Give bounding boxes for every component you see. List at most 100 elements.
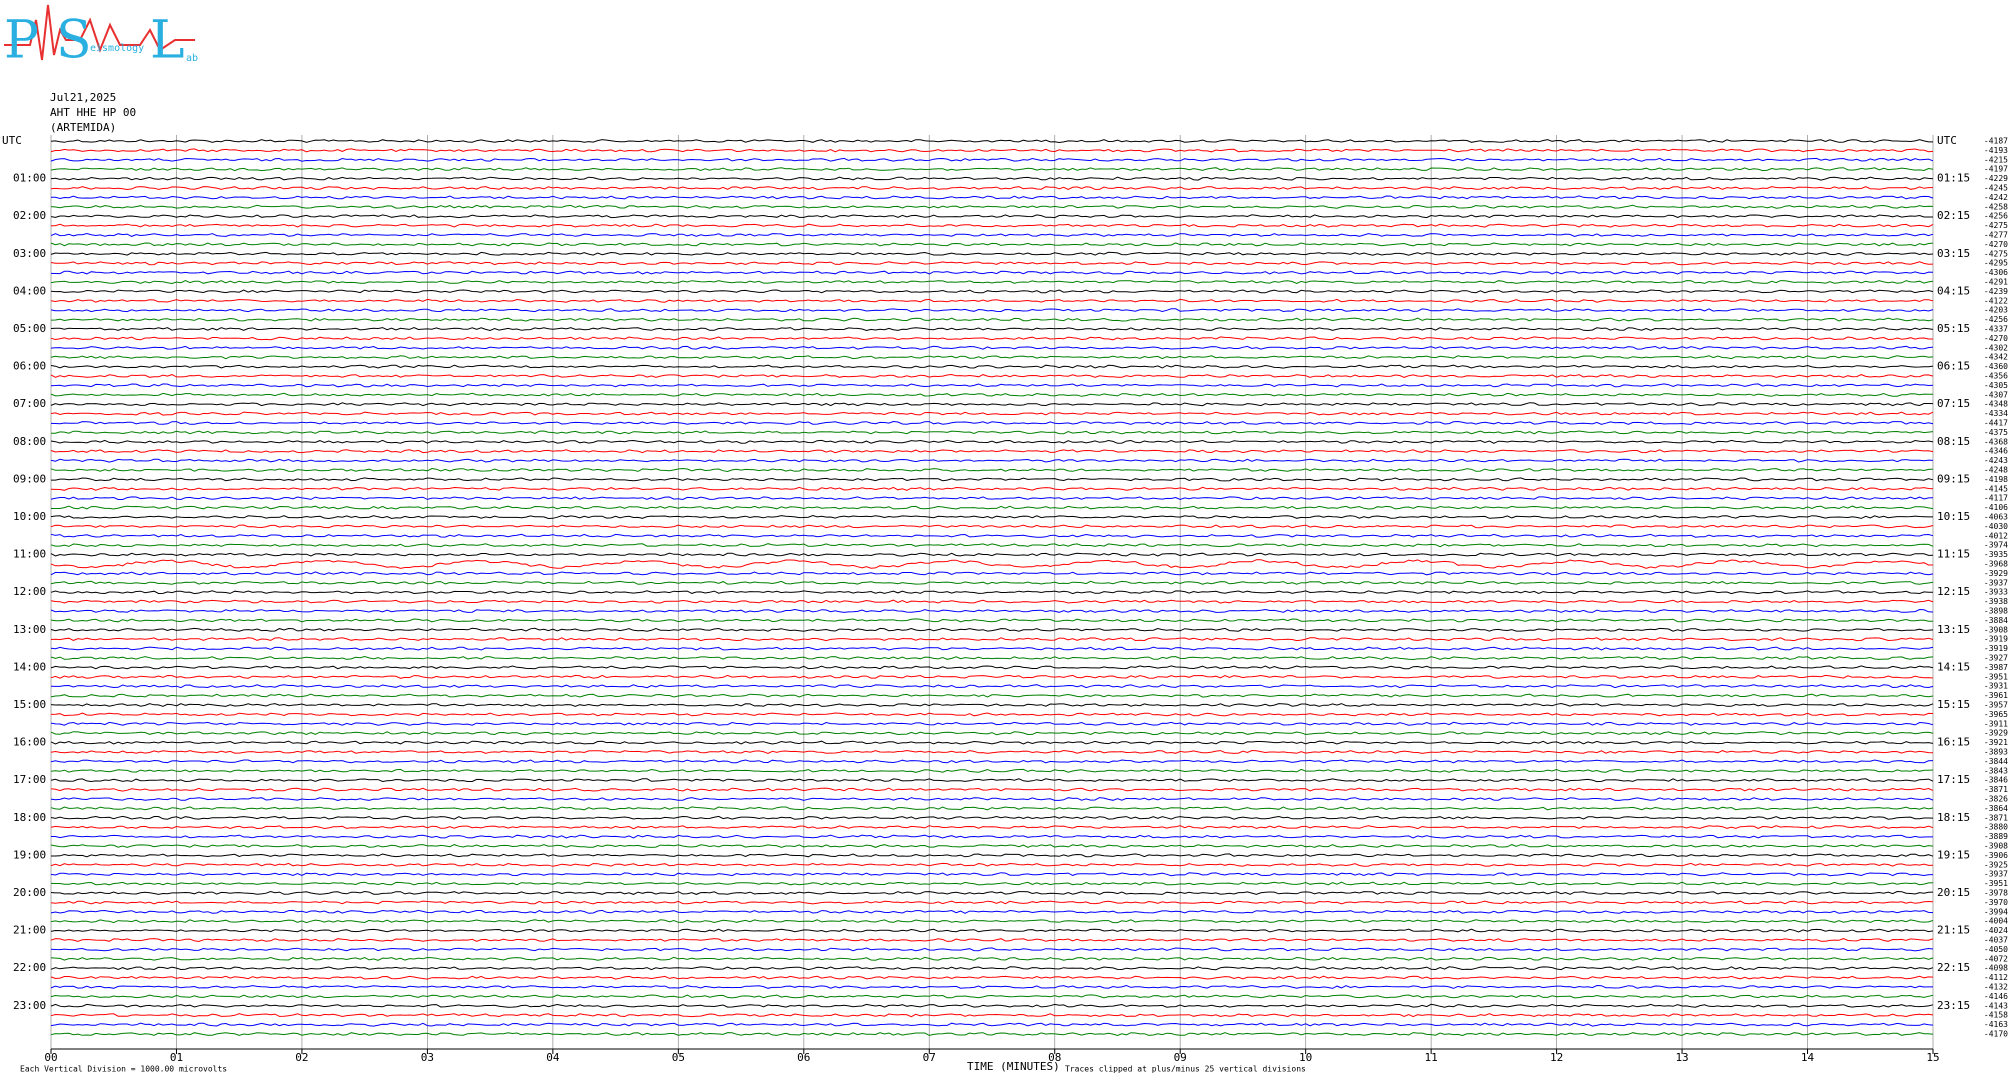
trace-offset: -4050: [1984, 945, 2008, 954]
trace-offset: -3927: [1984, 654, 2008, 663]
trace-offset: -4243: [1984, 456, 2008, 465]
right-time-label: 10:15: [1937, 510, 1970, 523]
trace: [50, 355, 1934, 360]
trace-offset: -3919: [1984, 635, 2008, 644]
x-tick-label: 02: [295, 1051, 308, 1064]
trace-offset: -3951: [1984, 879, 2008, 888]
trace-offset: -4117: [1984, 494, 2008, 503]
trace-offset: -4198: [1984, 475, 2008, 484]
trace-offset: -3970: [1984, 898, 2008, 907]
trace: [50, 1022, 1934, 1027]
trace: [50, 890, 1934, 895]
trace: [50, 223, 1934, 228]
trace: [51, 430, 1934, 435]
trace-offset: -3929: [1984, 729, 2008, 738]
trace: [50, 467, 1934, 473]
left-time-label: 11:00: [13, 548, 46, 561]
trace: [50, 326, 1934, 332]
trace: [50, 167, 1934, 172]
trace-offset: -4295: [1984, 259, 2008, 268]
trace-offset: -3908: [1984, 842, 2008, 851]
trace: [50, 280, 1934, 285]
trace: [50, 608, 1934, 613]
trace: [50, 411, 1934, 416]
left-time-label: 23:00: [13, 999, 46, 1012]
trace-offset: -3938: [1984, 597, 2008, 606]
trace: [50, 270, 1934, 275]
trace: [50, 721, 1934, 726]
trace-offset: -4215: [1984, 155, 2008, 164]
trace: [50, 994, 1934, 999]
x-tick-label: 10: [1299, 1051, 1312, 1064]
trace: [50, 364, 1934, 369]
trace-offset: -3978: [1984, 889, 2008, 898]
left-time-label: 22:00: [13, 961, 46, 974]
trace: [50, 289, 1934, 294]
left-time-label: 02:00: [13, 209, 46, 222]
trace-offset: -4098: [1984, 964, 2008, 973]
trace-offset: -4245: [1984, 184, 2008, 193]
trace-offset: -4256: [1984, 315, 2008, 324]
left-time-label: 14:00: [13, 660, 46, 673]
trace-offset: -3826: [1984, 795, 2008, 804]
x-tick-label: 15: [1926, 1051, 1939, 1064]
trace: [50, 308, 1934, 313]
right-time-label: 16:15: [1937, 736, 1970, 749]
trace: [50, 543, 1934, 548]
trace: [50, 928, 1934, 933]
trace-offset: -3908: [1984, 625, 2008, 634]
right-time-label: 07:15: [1937, 397, 1970, 410]
trace-offset: -4360: [1984, 362, 2008, 371]
trace-offset: -3968: [1984, 560, 2008, 569]
trace: [50, 148, 1934, 153]
trace-offset: -3925: [1984, 860, 2008, 869]
left-time-label: 18:00: [13, 811, 46, 824]
trace-offset: -3844: [1984, 757, 2008, 766]
trace: [50, 251, 1934, 256]
left-time-label: 16:00: [13, 736, 46, 749]
trace: [50, 947, 1934, 952]
trace: [50, 797, 1934, 802]
trace-offset: -4302: [1984, 343, 2008, 352]
trace-offset: -3871: [1984, 813, 2008, 822]
trace: [50, 458, 1934, 463]
right-time-label: 21:15: [1937, 924, 1970, 937]
left-time-label: 20:00: [13, 886, 46, 899]
x-tick-label: 03: [421, 1051, 434, 1064]
logo-letter: L: [150, 11, 185, 71]
trace: [51, 834, 1933, 839]
trace: [50, 627, 1934, 632]
trace: [50, 336, 1933, 341]
right-time-label: 14:15: [1937, 660, 1970, 673]
trace-offset: -3846: [1984, 776, 2008, 785]
trace-offset: -3929: [1984, 569, 2008, 578]
trace-offset: -4146: [1984, 992, 2008, 1001]
trace-offset: -4307: [1984, 390, 2008, 399]
right-time-label: 15:15: [1937, 698, 1970, 711]
trace: [51, 195, 1934, 200]
x-tick-label: 09: [1174, 1051, 1187, 1064]
logo-word: eismology: [90, 43, 144, 54]
right-time-label: 02:15: [1937, 209, 1970, 222]
left-time-label: 17:00: [13, 773, 46, 786]
trace: [50, 383, 1934, 388]
trace: [50, 712, 1934, 717]
trace: [50, 139, 1933, 144]
trace: [50, 693, 1934, 698]
left-time-label: 15:00: [13, 698, 46, 711]
trace-offset: -4063: [1984, 513, 2008, 522]
right-time-label: 05:15: [1937, 322, 1970, 335]
trace: [50, 214, 1933, 219]
trace-offset: -4170: [1984, 1030, 2008, 1039]
trace: [50, 674, 1934, 679]
x-axis-label: TIME (MINUTES): [967, 1060, 1060, 1073]
trace: [50, 740, 1934, 745]
clip-note: Traces clipped at plus/minus 25 vertical…: [1065, 1065, 1306, 1074]
trace: [50, 844, 1934, 848]
right-time-label: 23:15: [1937, 999, 1970, 1012]
trace-offset: -3994: [1984, 907, 2008, 916]
trace-offset: -4106: [1984, 503, 2008, 512]
trace: [50, 1013, 1934, 1018]
trace: [50, 815, 1934, 820]
